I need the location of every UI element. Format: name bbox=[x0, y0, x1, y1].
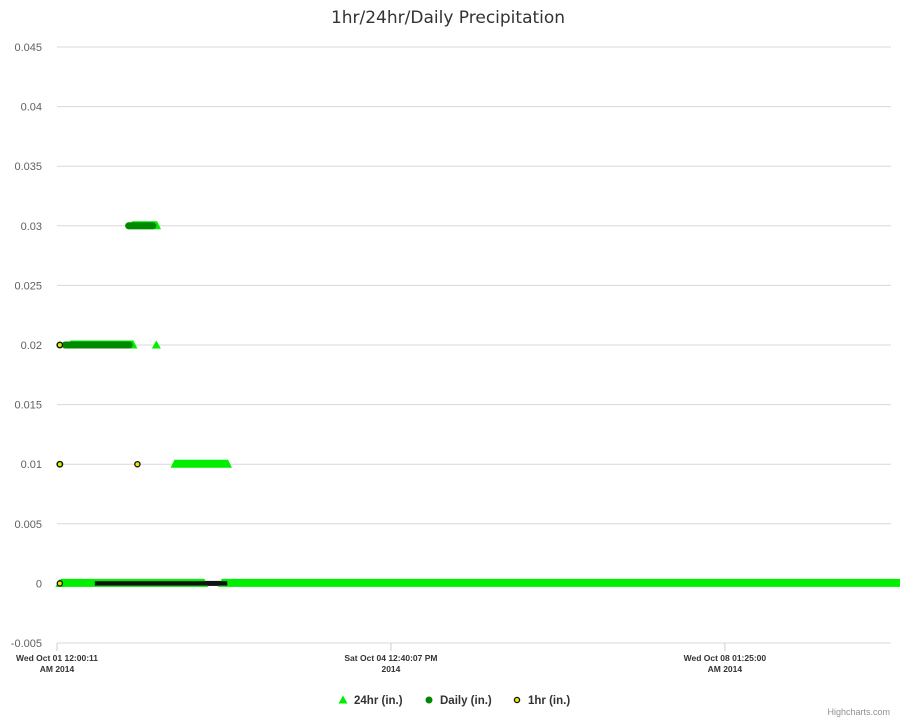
y-tick-label: 0.035 bbox=[14, 161, 42, 173]
series-2 bbox=[56, 341, 228, 587]
credits-link[interactable]: Highcharts.com bbox=[827, 707, 890, 717]
y-tick-label: 0.01 bbox=[21, 459, 42, 471]
legend-item[interactable]: Daily (in.) bbox=[425, 695, 492, 707]
point-run bbox=[125, 222, 157, 230]
data-point bbox=[151, 340, 161, 349]
x-tick-line1: Wed Oct 08 01:25:00 bbox=[684, 653, 767, 663]
legend-item[interactable]: 24hr (in.) bbox=[338, 695, 403, 707]
x-tick-label: Sat Oct 04 12:40:07 PM 2014 bbox=[344, 653, 437, 674]
data-point bbox=[56, 341, 64, 349]
x-tick-line1: Wed Oct 01 12:00:11 bbox=[16, 653, 98, 663]
data-point bbox=[56, 580, 64, 587]
plot-area bbox=[55, 221, 900, 587]
y-axis: 0.045 0.04 0.035 0.03 0.025 0.02 0.015 0.01 0.00… bbox=[11, 42, 42, 650]
legend-item[interactable]: 1hr (in.) bbox=[513, 695, 570, 707]
y-tick-label: 0.025 bbox=[14, 280, 42, 292]
x-tick-label: Wed Oct 08 01:25:00 AM 2014 bbox=[684, 653, 767, 674]
y-tick-label: 0.04 bbox=[21, 102, 42, 114]
point-run bbox=[94, 581, 228, 586]
point-run bbox=[170, 459, 233, 468]
y-tick-label: -0.005 bbox=[11, 638, 42, 650]
legend-symbol bbox=[425, 696, 433, 704]
y-tick-label: 0.02 bbox=[21, 340, 42, 352]
x-tick-line2: AM 2014 bbox=[40, 664, 75, 674]
y-tick-label: 0.005 bbox=[14, 519, 42, 531]
legend-label: Daily (in.) bbox=[440, 695, 492, 707]
y-tick-label: 0.015 bbox=[14, 400, 42, 412]
x-tick-line1: Sat Oct 04 12:40:07 PM bbox=[344, 653, 437, 663]
chart-title: 1hr/24hr/Daily Precipitation bbox=[331, 8, 565, 28]
point-run bbox=[61, 341, 133, 349]
x-tick-label: Wed Oct 01 12:00:11 AM 2014 bbox=[16, 653, 98, 674]
legend-symbol bbox=[513, 696, 521, 704]
y-tick-label: 0.045 bbox=[14, 42, 42, 54]
grid-lines bbox=[57, 46, 891, 644]
legend-symbol bbox=[338, 695, 348, 704]
legend-label: 1hr (in.) bbox=[528, 695, 570, 707]
x-tick-line2: 2014 bbox=[381, 664, 400, 674]
legend-label: 24hr (in.) bbox=[354, 695, 403, 707]
legend: 24hr (in.) Daily (in.) 1hr (in.) bbox=[338, 695, 570, 707]
data-point bbox=[56, 460, 64, 468]
point-run bbox=[217, 578, 900, 587]
y-tick-label: 0 bbox=[36, 578, 42, 590]
data-point bbox=[134, 460, 141, 468]
y-tick-label: 0.03 bbox=[21, 221, 42, 233]
x-tick-line2: AM 2014 bbox=[708, 664, 743, 674]
